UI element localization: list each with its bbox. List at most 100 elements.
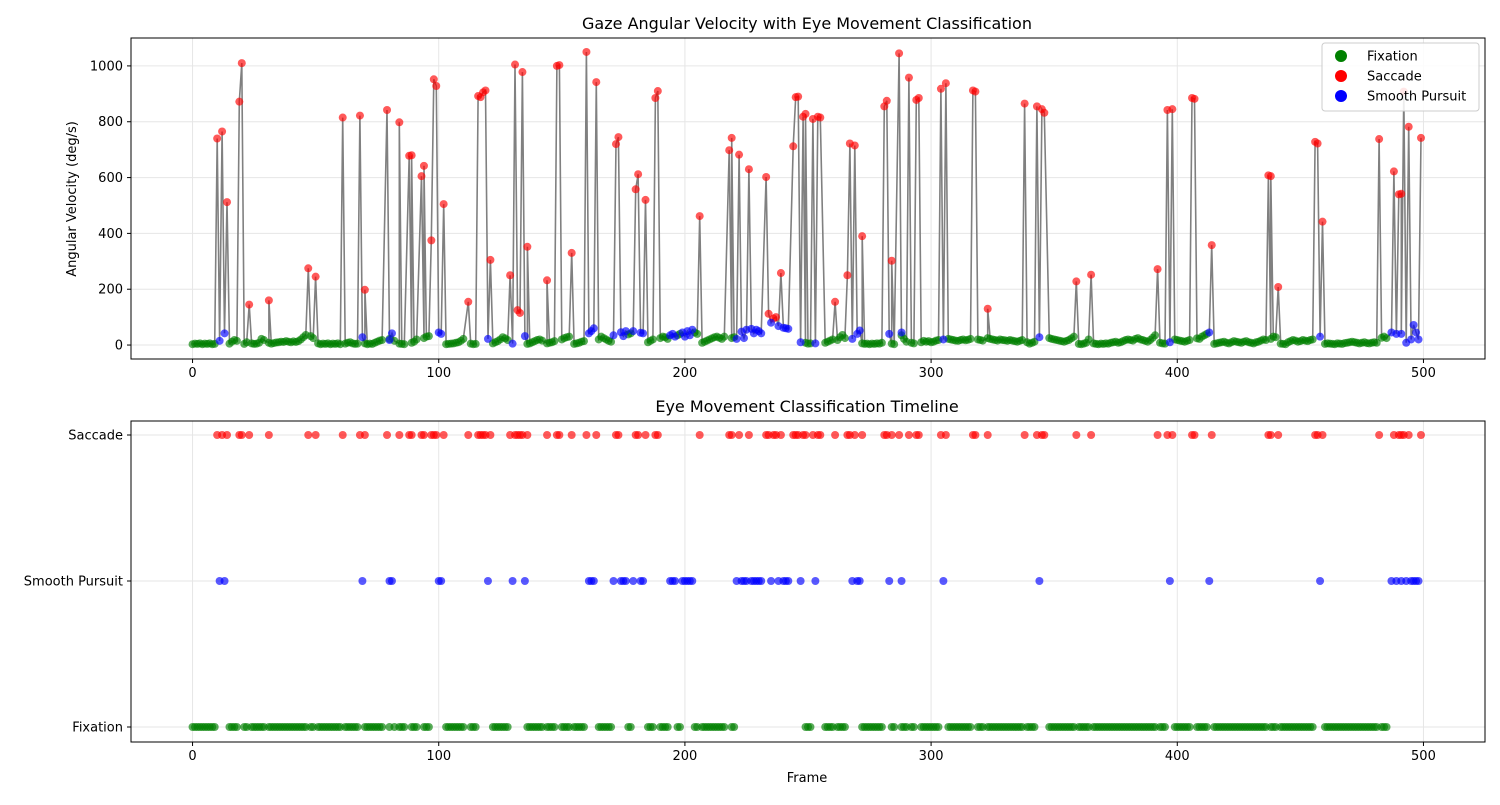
timeline-fixation-point	[550, 723, 559, 731]
timeline-fixation-point	[648, 723, 657, 731]
saccade-point	[464, 297, 473, 306]
saccade-point	[439, 200, 448, 209]
timeline-fixation-point	[626, 723, 635, 731]
timeline-smooth-pursuit-point	[387, 577, 396, 585]
timeline-saccade-point	[338, 431, 347, 439]
saccade-point	[641, 195, 650, 204]
timeline-smooth-pursuit-point	[1316, 577, 1325, 585]
smooth-pursuit-point	[1397, 329, 1406, 338]
saccade-point	[651, 94, 660, 103]
timeline-saccade-point	[776, 431, 785, 439]
smooth-pursuit-point	[385, 336, 394, 345]
saccade-point	[264, 296, 273, 305]
fixation-point	[400, 340, 409, 349]
saccade-point	[407, 151, 416, 160]
saccade-point	[614, 133, 623, 142]
saccade-point	[771, 313, 780, 322]
timeline-saccade-point	[264, 431, 273, 439]
saccade-point	[1404, 122, 1413, 131]
fixation-point	[424, 332, 433, 341]
timeline-markers	[188, 431, 1425, 731]
timeline-fixation-point	[232, 723, 241, 731]
smooth-pursuit-point	[1409, 320, 1418, 329]
timeline-grid	[131, 421, 1485, 742]
fixation-point	[550, 337, 559, 346]
saccade-point	[1313, 139, 1322, 148]
timeline-x-tick-label: 300	[919, 749, 944, 764]
timeline-axis-ticks: 0 100 200 300 400 500 Fixation Smooth Pursuit Sa…	[24, 429, 1436, 765]
timeline-saccade-point	[831, 431, 840, 439]
saccade-point	[223, 198, 232, 207]
saccade-point	[816, 113, 825, 122]
timeline-x-tick-label: 200	[672, 749, 697, 764]
timeline-x-tick-label: 400	[1165, 749, 1190, 764]
timeline-saccade-point	[1153, 431, 1162, 439]
fixation-point	[720, 332, 729, 341]
legend: Fixation Saccade Smooth Pursuit	[1321, 42, 1480, 112]
saccade-point	[776, 269, 785, 278]
fixation-point	[1151, 331, 1160, 340]
timeline-fixation-point	[1160, 723, 1169, 731]
timeline-smooth-pursuit-point	[897, 577, 906, 585]
timeline-fixation-point	[934, 723, 943, 731]
smooth-pursuit-point	[639, 329, 648, 338]
timeline-smooth-pursuit-point	[358, 577, 367, 585]
timeline-saccade-point	[858, 431, 867, 439]
saccade-point	[506, 271, 515, 280]
timeline-saccade-point	[245, 431, 254, 439]
fixation-point	[1308, 335, 1317, 344]
velocity-chart: Gaze Angular Velocity with Eye Movement …	[65, 14, 1486, 381]
saccade-point	[789, 142, 798, 151]
smooth-pursuit-point	[220, 329, 229, 338]
timeline-saccade-point	[360, 431, 369, 439]
smooth-pursuit-point	[811, 339, 820, 348]
smooth-pursuit-point	[609, 331, 618, 340]
timeline-saccade-point	[407, 431, 416, 439]
timeline-fixation-point	[378, 723, 387, 731]
timeline-smooth-pursuit-point	[520, 577, 529, 585]
smooth-pursuit-point	[848, 334, 857, 343]
saccade-point	[631, 185, 640, 194]
saccade-point	[511, 60, 520, 69]
timeline-smooth-pursuit-point	[639, 577, 648, 585]
smooth-pursuit-point	[796, 338, 805, 347]
saccade-point	[1190, 94, 1199, 103]
velocity-x-tick-label: 0	[188, 366, 196, 381]
timeline-saccade-point	[1266, 431, 1275, 439]
fixation-point	[966, 334, 975, 343]
saccade-point	[1087, 270, 1096, 279]
timeline-saccade-point	[1404, 431, 1413, 439]
fixation-point	[579, 337, 588, 346]
fixation-point	[412, 335, 421, 344]
timeline-fixation-point	[424, 723, 433, 731]
saccade-point	[887, 256, 896, 265]
timeline-fixation-point	[210, 723, 219, 731]
saccade-point	[311, 272, 320, 281]
timeline-saccade-point	[1087, 431, 1096, 439]
timeline-fixation-point	[1308, 723, 1317, 731]
smooth-pursuit-point	[1407, 335, 1416, 344]
legend-label-fixation: Fixation	[1367, 50, 1418, 65]
fixation-point	[1382, 334, 1391, 343]
saccade-point	[1153, 265, 1162, 274]
saccade-point	[1020, 99, 1029, 108]
timeline-fixation-point	[966, 723, 975, 731]
saccade-point	[338, 113, 347, 122]
velocity-x-tick-label: 100	[426, 366, 451, 381]
timeline-fixation-point	[663, 723, 672, 731]
fixation-point	[607, 337, 616, 346]
smooth-pursuit-point	[885, 329, 894, 338]
velocity-y-tick-label: 1000	[90, 59, 123, 74]
timeline-smooth-pursuit-point	[757, 577, 766, 585]
saccade-point	[983, 304, 992, 313]
fixation-point	[877, 338, 886, 347]
smooth-pursuit-point	[688, 325, 697, 334]
timeline-smooth-pursuit-point	[784, 577, 793, 585]
saccade-point	[850, 141, 859, 150]
timeline-saccade-point	[237, 431, 246, 439]
smooth-pursuit-point	[387, 329, 396, 338]
timeline-saccade-point	[543, 431, 552, 439]
timeline-saccade-point	[816, 431, 825, 439]
fixation-point	[648, 335, 657, 344]
smooth-pursuit-point	[358, 333, 367, 342]
